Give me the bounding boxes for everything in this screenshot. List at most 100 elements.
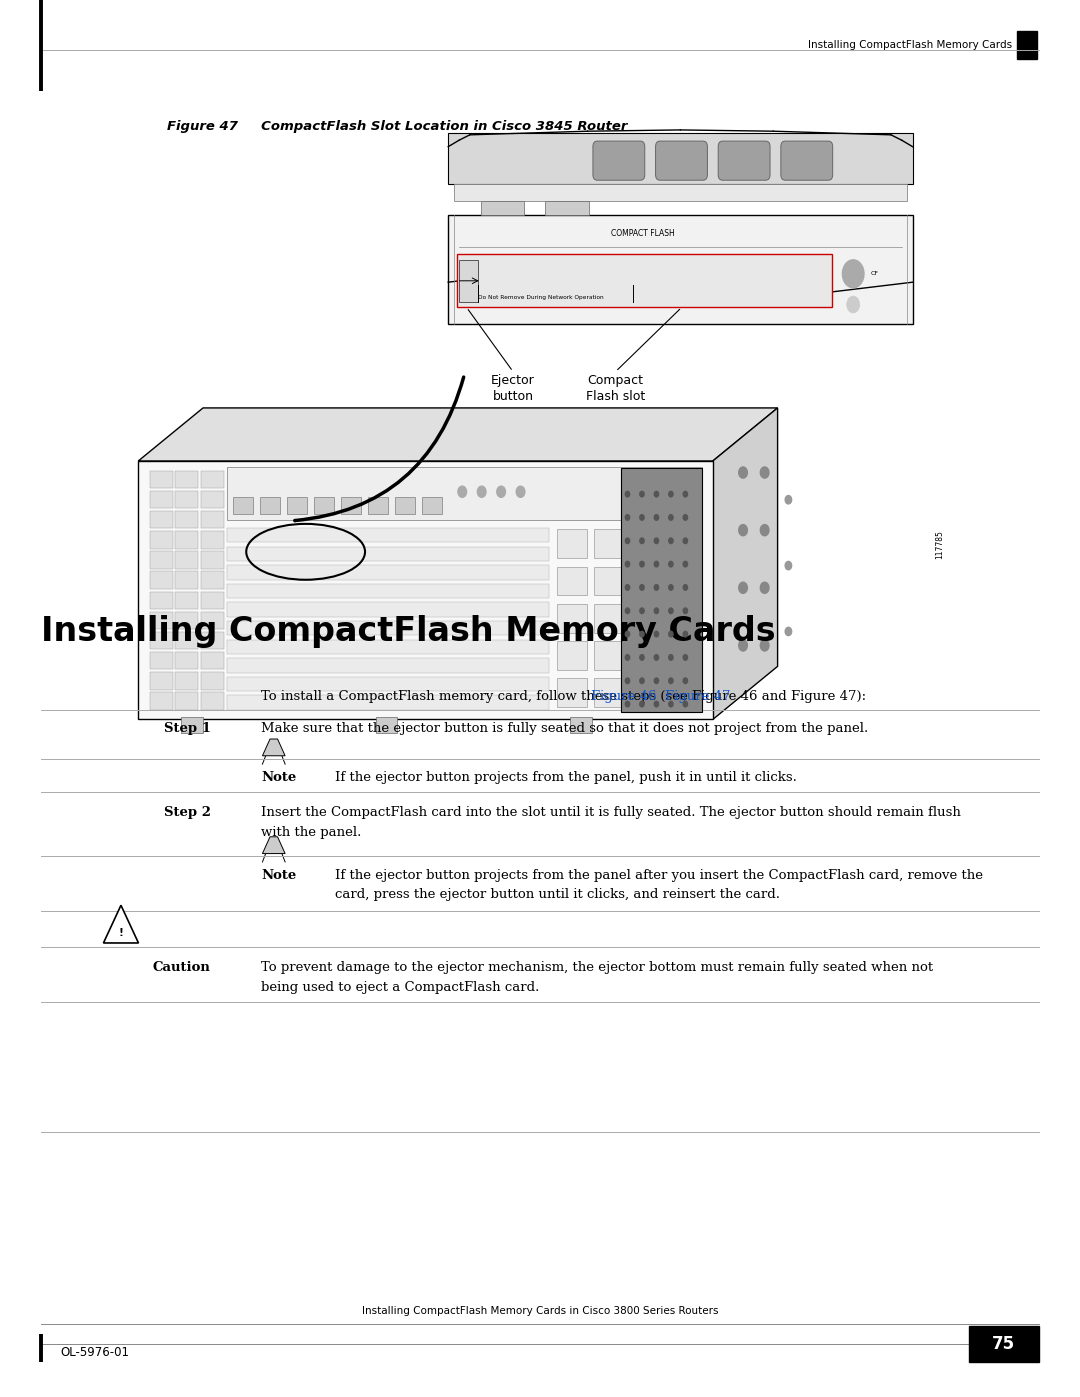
Bar — [557, 529, 588, 559]
Circle shape — [669, 678, 673, 683]
Circle shape — [625, 678, 630, 683]
Bar — [181, 717, 203, 733]
Circle shape — [785, 562, 792, 570]
Bar — [341, 497, 361, 514]
Circle shape — [739, 640, 747, 651]
Text: Caution: Caution — [152, 961, 211, 974]
Bar — [260, 497, 280, 514]
Circle shape — [654, 631, 659, 637]
Circle shape — [477, 486, 486, 497]
Bar — [227, 566, 549, 580]
Bar — [545, 201, 589, 215]
Bar — [175, 693, 199, 710]
Circle shape — [516, 486, 525, 497]
Circle shape — [684, 655, 688, 661]
Text: with the panel.: with the panel. — [261, 826, 362, 838]
Bar — [376, 717, 397, 733]
Circle shape — [625, 701, 630, 707]
Bar — [969, 1326, 1039, 1362]
Circle shape — [684, 514, 688, 520]
Circle shape — [625, 585, 630, 591]
Bar — [557, 678, 588, 707]
Circle shape — [684, 585, 688, 591]
Bar — [395, 497, 415, 514]
Text: CompactFlash Slot Location in Cisco 3845 Router: CompactFlash Slot Location in Cisco 3845… — [238, 120, 627, 133]
Bar — [175, 490, 199, 509]
Bar — [201, 511, 224, 528]
Circle shape — [785, 496, 792, 504]
Circle shape — [625, 514, 630, 520]
Bar — [175, 631, 199, 650]
Circle shape — [669, 631, 673, 637]
Bar — [227, 696, 549, 710]
Polygon shape — [713, 408, 778, 719]
Circle shape — [760, 525, 769, 535]
Bar — [557, 567, 588, 595]
Circle shape — [684, 701, 688, 707]
Circle shape — [669, 562, 673, 567]
Circle shape — [669, 608, 673, 613]
Circle shape — [669, 701, 673, 707]
Circle shape — [639, 678, 644, 683]
FancyBboxPatch shape — [781, 141, 833, 180]
Bar — [368, 497, 388, 514]
Bar — [201, 531, 224, 549]
Bar — [594, 604, 624, 633]
Circle shape — [654, 678, 659, 683]
Bar — [201, 612, 224, 629]
Circle shape — [654, 585, 659, 591]
Bar — [201, 552, 224, 569]
Bar — [175, 672, 199, 690]
Bar — [150, 672, 173, 690]
Text: Note: Note — [261, 771, 297, 784]
Circle shape — [785, 627, 792, 636]
Text: Step 2: Step 2 — [163, 806, 211, 819]
Text: 117785: 117785 — [935, 531, 944, 559]
Circle shape — [669, 492, 673, 497]
Text: If the ejector button projects from the panel, push it in until it clicks.: If the ejector button projects from the … — [335, 771, 797, 784]
Bar — [227, 546, 549, 562]
Bar — [227, 658, 549, 672]
FancyBboxPatch shape — [656, 141, 707, 180]
Text: Installing CompactFlash Memory Cards in Cisco 3800 Series Routers: Installing CompactFlash Memory Cards in … — [362, 1306, 718, 1316]
Bar — [175, 592, 199, 609]
Text: 75: 75 — [993, 1336, 1015, 1352]
Circle shape — [639, 608, 644, 613]
Circle shape — [654, 608, 659, 613]
Text: Compact
Flash slot: Compact Flash slot — [586, 374, 645, 404]
Bar — [201, 471, 224, 488]
Text: Insert the CompactFlash card into the slot until it is fully seated. The ejector: Insert the CompactFlash card into the sl… — [261, 806, 961, 819]
Text: Figure 46: Figure 46 — [592, 690, 657, 703]
Circle shape — [760, 640, 769, 651]
Circle shape — [625, 655, 630, 661]
Circle shape — [739, 525, 747, 535]
Bar — [448, 140, 913, 366]
Circle shape — [625, 538, 630, 543]
Circle shape — [625, 562, 630, 567]
Bar — [1017, 31, 1037, 59]
Bar — [201, 631, 224, 650]
Circle shape — [684, 631, 688, 637]
Bar — [150, 471, 173, 488]
Circle shape — [625, 608, 630, 613]
Text: To install a CompactFlash memory card, follow these steps (see Figure 46 and Fig: To install a CompactFlash memory card, f… — [261, 690, 866, 703]
Circle shape — [654, 562, 659, 567]
Circle shape — [842, 260, 864, 288]
Bar — [150, 571, 173, 590]
Circle shape — [684, 538, 688, 543]
Circle shape — [684, 678, 688, 683]
Circle shape — [684, 608, 688, 613]
Bar — [227, 602, 549, 617]
Text: Do Not Remove During Network Operation: Do Not Remove During Network Operation — [478, 295, 604, 300]
Bar — [150, 631, 173, 650]
Bar — [227, 676, 549, 692]
Circle shape — [669, 538, 673, 543]
Text: COMPACT FLASH: COMPACT FLASH — [611, 229, 675, 237]
Circle shape — [739, 583, 747, 594]
Bar — [201, 592, 224, 609]
Bar — [227, 622, 549, 636]
Circle shape — [639, 701, 644, 707]
Bar — [594, 567, 624, 595]
Polygon shape — [104, 905, 138, 943]
Text: Figure 47: Figure 47 — [167, 120, 239, 133]
